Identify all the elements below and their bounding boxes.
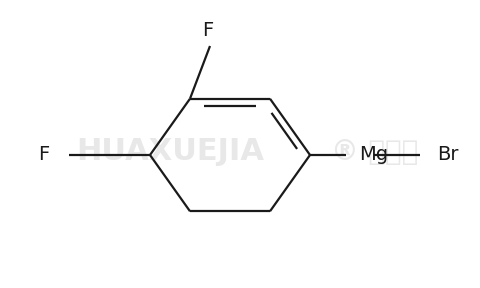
Text: Br: Br [437,145,459,164]
Text: F: F [38,145,49,164]
Text: F: F [203,20,214,39]
Text: ® 化学加: ® 化学加 [331,138,419,166]
Text: HUAXUEJIA: HUAXUEJIA [76,137,264,166]
Text: Mg: Mg [360,145,389,164]
